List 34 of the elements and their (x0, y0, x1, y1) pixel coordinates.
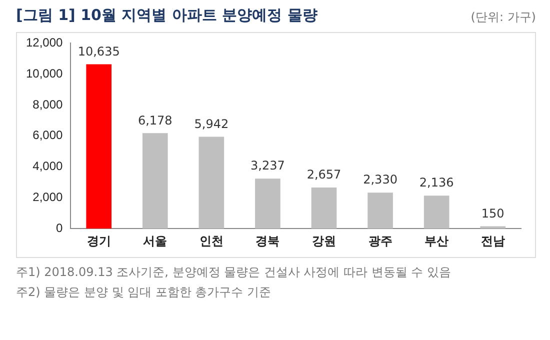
y-tick-label: 0 (56, 220, 64, 235)
y-tick-label: 4,000 (32, 159, 64, 174)
data-label: 10,635 (78, 44, 120, 58)
x-tick-label: 인천 (199, 234, 224, 248)
data-label: 2,136 (419, 176, 454, 190)
bar (424, 196, 450, 229)
data-label: 6,178 (138, 113, 172, 128)
y-tick-label: 12,000 (26, 36, 64, 50)
bar (142, 133, 168, 229)
data-label: 3,237 (250, 158, 285, 173)
bar (198, 136, 224, 229)
text: (단위: 가구) (470, 9, 536, 26)
bar (368, 192, 393, 229)
bar (255, 178, 280, 229)
y-tick-label: 2,000 (32, 190, 64, 204)
data-label: 150 (481, 206, 504, 220)
bar (311, 188, 337, 229)
data-label: 2,657 (306, 168, 342, 182)
text: 주1) 2018.09.13 조사기준, 분양예정 물량은 건설사 사정에 따라 변동될 수 있음 (16, 264, 451, 281)
x-tick-label: 경기 (86, 234, 111, 248)
x-tick-label: 경북 (256, 234, 280, 248)
bar (86, 64, 112, 229)
x-tick-label: 서울 (143, 234, 168, 248)
y-tick-label: 10,000 (26, 66, 64, 80)
data-label: 5,942 (194, 116, 229, 131)
y-tick-label: 6,000 (32, 128, 64, 142)
text: 주2) 물량은 분양 및 임대 포함한 총가구수 기준 (16, 284, 272, 301)
x-tick-label: 강원 (312, 234, 336, 248)
data-label: 2,330 (363, 172, 398, 187)
x-tick-label: 전남 (480, 234, 505, 248)
x-tick-label: 광주 (368, 234, 392, 248)
x-tick-label: 부산 (424, 234, 449, 248)
chart-title: [그림 1] 10월 지역별 아파트 분양예정 물량 (16, 6, 318, 25)
y-tick-label: 8,000 (32, 97, 64, 112)
